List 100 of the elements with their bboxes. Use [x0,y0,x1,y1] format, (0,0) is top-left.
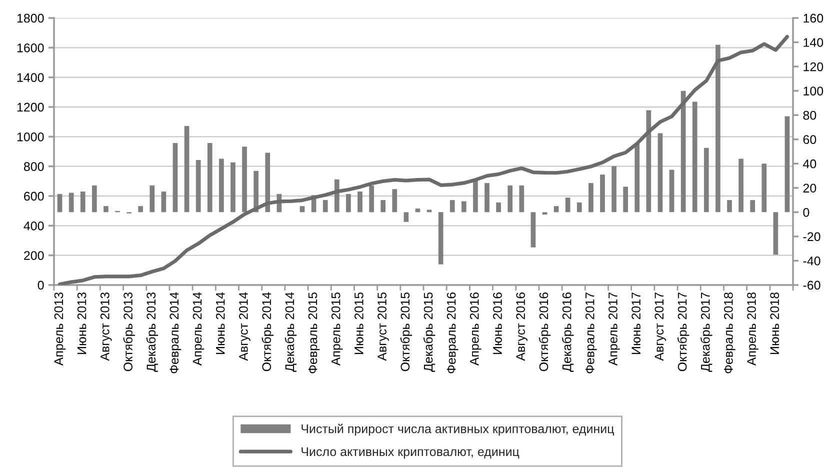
bar [230,162,236,212]
x-tick-label: Апрель 2017 [608,292,620,366]
x-tick-label: Август 2016 [516,292,528,361]
x-tick-label: Июнь 2018 [770,292,780,354]
bar [716,44,720,212]
bar [530,212,536,248]
y2-tick-label: 140 [804,38,824,47]
bar [565,198,570,212]
bar [762,164,767,212]
y2-tick-label: -40 [803,256,820,266]
y2-tick-label: -60 [803,280,820,290]
x-tick-label: Декабрь 2013 [146,292,158,372]
y2-tick-label: 40 [803,159,816,168]
bar [473,180,478,212]
bar [704,148,709,212]
legend-label: Число активных криптовалют, единиц [302,447,520,459]
y-tick-label: 1600 [17,43,44,52]
bar [219,158,224,212]
x-tick-label: Июнь 2017 [632,292,640,354]
x-tick-label: Апрель 2013 [54,292,66,366]
y2-tick-label: 60 [803,135,816,144]
bar [196,160,201,212]
x-tick-label: Октябрь 2015 [400,292,412,372]
x-tick-label: Июнь 2014 [216,292,225,354]
bar [727,200,732,212]
y-tick-label: 200 [24,251,44,260]
bar [300,206,305,212]
bar [450,200,455,212]
bar [484,183,490,212]
bar [600,174,605,212]
bar [161,192,166,212]
y2-tick-label: 20 [803,184,816,193]
x-tick-label: Февраль 2015 [308,292,320,374]
x-tick-label: Август 2017 [654,292,666,361]
y2-tick-label: 0 [803,208,810,217]
bar [80,192,86,212]
bar [750,200,756,212]
bar [438,212,444,264]
bar [57,194,62,212]
x-tick-label: Август 2015 [378,292,389,361]
x-tick-label: Апрель 2016 [470,292,482,366]
bar [612,166,616,212]
bar [92,185,97,212]
y2-tick-label: 80 [803,110,816,120]
x-tick-label: Октябрь 2017 [677,292,690,372]
bar [554,206,559,212]
x-tick-label: Апрель 2018 [747,292,758,366]
bar [461,201,466,212]
bar [254,170,258,212]
bar [669,170,674,212]
x-tick-label: Февраль 2016 [446,292,458,374]
bar [68,192,74,212]
y2-tick-label: 120 [804,62,824,72]
x-tick-label: Апрель 2014 [192,292,204,366]
y-tick-label: 1800 [17,14,44,23]
bar [346,194,351,212]
x-tick-label: Июнь 2013 [77,292,86,354]
y2-tick-label: 160 [804,14,824,23]
bar [369,185,374,212]
x-tick-label: Апрель 2015 [331,292,343,366]
x-tick-label: Декабрь 2015 [423,292,436,372]
x-tick-label: Декабрь 2017 [700,292,712,372]
y2-tick-label: 100 [804,86,824,96]
y-tick-label: 1400 [17,73,44,82]
bar [104,206,108,212]
bar [634,143,640,212]
bar [623,186,628,212]
bar [646,110,652,212]
bar [576,202,582,212]
x-tick-label: Октябрь 2014 [262,292,274,372]
bar [496,202,501,212]
y-tick-label: 1000 [17,132,44,142]
bar [658,133,663,212]
x-tick-label: Октябрь 2013 [123,292,135,372]
bar [265,152,270,212]
bar [392,189,398,212]
x-tick-label: Октябрь 2016 [538,292,551,372]
x-tick-label: Декабрь 2016 [562,292,574,372]
bar [322,200,328,212]
x-tick-label: Февраль 2017 [585,292,597,374]
x-tick-label: Август 2013 [100,292,112,361]
x-tick-label: Февраль 2018 [724,292,736,374]
x-tick-label: Июнь 2016 [493,292,502,354]
bar [773,212,778,255]
bar [519,185,524,212]
bar [358,192,362,212]
bar [542,212,548,215]
x-tick-label: Июнь 2015 [354,292,364,354]
y2-tick-label: -20 [803,232,820,242]
bar [508,185,513,212]
bar [404,212,409,222]
y-tick-label: 1200 [17,102,44,112]
line-series [58,34,790,285]
bar [242,146,247,212]
x-tick-label: Август 2014 [239,292,250,361]
bar [138,206,144,212]
y-tick-label: 0 [38,280,44,290]
y-tick-label: 800 [24,162,44,171]
x-tick-label: Декабрь 2014 [284,292,297,372]
bar [588,183,594,212]
